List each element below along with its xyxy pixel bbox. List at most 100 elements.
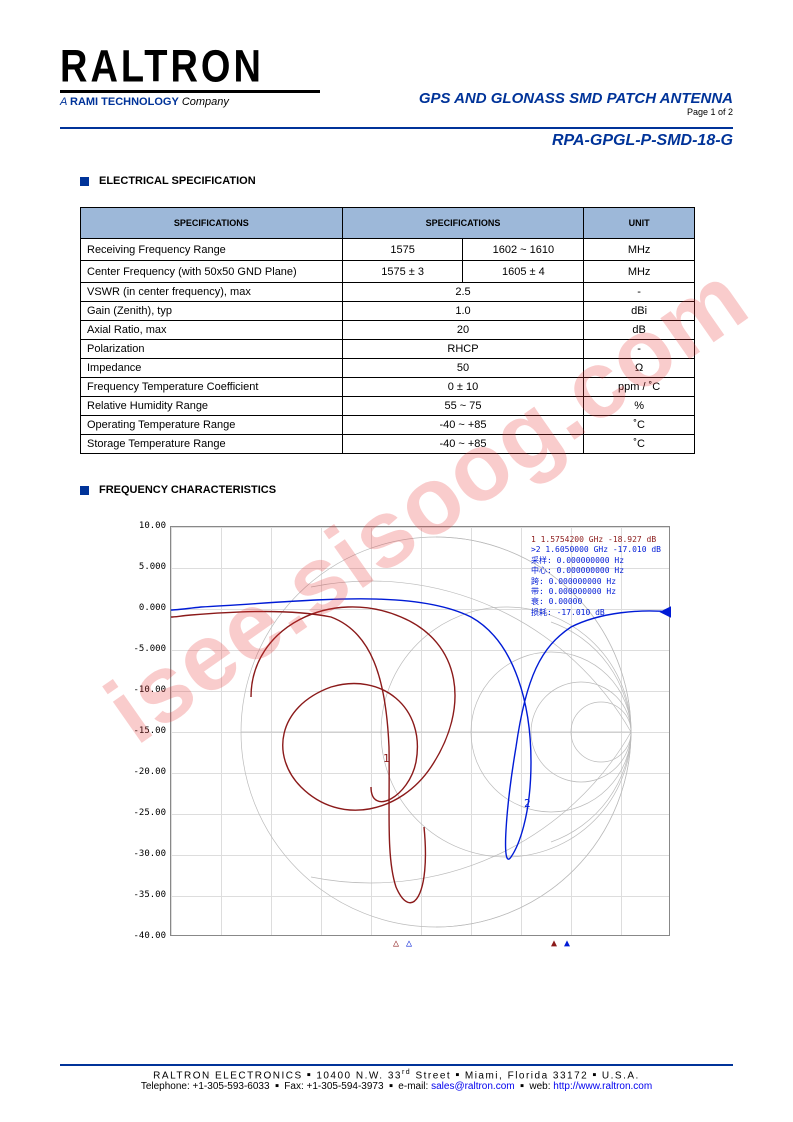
marker-1a: △ (393, 938, 399, 949)
legend-1: 1 1.5754200 GHz -18.927 dB (531, 535, 661, 545)
table-row: Gain (Zenith), typ1.0dBi (81, 302, 695, 321)
spec-label: Frequency Temperature Coefficient (81, 378, 343, 397)
trace-2: 2 (171, 599, 671, 859)
spec-unit: MHz (584, 261, 695, 283)
spec-header-0: SPECIFICATIONS (81, 208, 343, 239)
spec-value-1: 1575 ± 3 (342, 261, 463, 283)
table-row: Impedance50Ω (81, 359, 695, 378)
spec-table-body: Receiving Frequency Range15751602 ~ 1610… (81, 239, 695, 454)
table-row: Storage Temperature Range-40 ~ +85˚C (81, 435, 695, 454)
spec-label: Axial Ratio, max (81, 321, 343, 340)
footer-addr2: Street (411, 1070, 451, 1081)
spec-unit: dB (584, 321, 695, 340)
legend-meta5: 衰: 0.00000 (531, 597, 661, 607)
footer-line1: RALTRON ELECTRONICS ■ 10400 N.W. 33rd St… (60, 1064, 733, 1081)
marker-1b: △ (406, 938, 412, 949)
header: RALTRON A RAMI TECHNOLOGY Company GPS AN… (60, 50, 733, 117)
svg-text:1: 1 (383, 752, 390, 765)
ytick-label: -10.00 (120, 685, 166, 695)
spec-label: Impedance (81, 359, 343, 378)
svg-text:2: 2 (524, 797, 531, 810)
ytick-label: 10.00 (120, 521, 166, 531)
chart-legend: 1 1.5754200 GHz -18.927 dB >2 1.6050000 … (531, 535, 661, 618)
spec-label: Polarization (81, 340, 343, 359)
section-electrical-label: ELECTRICAL SPECIFICATION (99, 175, 256, 187)
fax: +1-305-594-3973 (307, 1081, 384, 1092)
tagline-suffix: Company (179, 96, 229, 108)
spec-label: Relative Humidity Range (81, 397, 343, 416)
sep-icon: ■ (275, 1083, 279, 1089)
footer-line2: Telephone: +1-305-593-6033 ■ Fax: +1-305… (60, 1081, 733, 1092)
trace-1: 1 (171, 607, 455, 903)
doc-title: GPS AND GLONASS SMD PATCH ANTENNA (419, 90, 733, 107)
spec-header-1: SPECIFICATIONS (342, 208, 584, 239)
ytick-label: -15.00 (120, 726, 166, 736)
spec-value: 55 ~ 75 (342, 397, 584, 416)
spec-unit: dBi (584, 302, 695, 321)
marker-2b: ▲ (564, 938, 570, 949)
tel: +1-305-593-6033 (193, 1081, 270, 1092)
spec-header-2: UNIT (584, 208, 695, 239)
legend-meta4: 带: 0.000000000 Hz (531, 587, 661, 597)
spec-unit: ˚C (584, 435, 695, 454)
chart: 10.005.0000.000-5.000-10.00-15.00-20.00-… (120, 516, 680, 956)
table-row: Operating Temperature Range-40 ~ +85˚C (81, 416, 695, 435)
legend-meta1: 采样: 0.000000000 Hz (531, 556, 661, 566)
spec-label: Receiving Frequency Range (81, 239, 343, 261)
web-label: web: (529, 1081, 553, 1092)
spec-unit: ˚C (584, 416, 695, 435)
bullet-icon (80, 486, 89, 495)
table-row: Axial Ratio, max20dB (81, 321, 695, 340)
sep-icon: ■ (593, 1072, 598, 1078)
footer-country: U.S.A. (602, 1070, 640, 1081)
ytick-label: -35.00 (120, 890, 166, 900)
table-row: Frequency Temperature Coefficient0 ± 10p… (81, 378, 695, 397)
legend-2: >2 1.6050000 GHz -17.010 dB (531, 545, 661, 555)
logo-tagline: A RAMI TECHNOLOGY Company (60, 96, 320, 108)
email-link[interactable]: sales@raltron.com (431, 1081, 515, 1092)
spec-value-1: 1575 (342, 239, 463, 261)
spec-value: -40 ~ +85 (342, 416, 584, 435)
spec-value: -40 ~ +85 (342, 435, 584, 454)
spec-value-2: 1602 ~ 1610 (463, 239, 584, 261)
table-row: PolarizationRHCP- (81, 340, 695, 359)
ytick-label: -30.00 (120, 849, 166, 859)
spec-label: VSWR (in center frequency), max (81, 283, 343, 302)
logo-text: RALTRON (60, 47, 320, 88)
sep-icon: ■ (307, 1072, 312, 1078)
tagline-prefix: A (60, 96, 70, 108)
sep-icon: ■ (389, 1083, 393, 1089)
bullet-icon (80, 177, 89, 186)
spec-label: Storage Temperature Range (81, 435, 343, 454)
web-link[interactable]: http://www.raltron.com (553, 1081, 652, 1092)
footer: RALTRON ELECTRONICS ■ 10400 N.W. 33rd St… (60, 1064, 733, 1092)
spec-unit: - (584, 340, 695, 359)
spec-value: 2.5 (342, 283, 584, 302)
spec-value-2: 1605 ± 4 (463, 261, 584, 283)
spec-unit: Ω (584, 359, 695, 378)
section-freq: FREQUENCY CHARACTERISTICS (80, 484, 733, 496)
logo-block: RALTRON A RAMI TECHNOLOGY Company (60, 50, 320, 108)
spec-label: Operating Temperature Range (81, 416, 343, 435)
ytick-label: -25.00 (120, 808, 166, 818)
table-row: Receiving Frequency Range15751602 ~ 1610… (81, 239, 695, 261)
ytick-label: -40.00 (120, 931, 166, 941)
spec-value: 50 (342, 359, 584, 378)
spec-unit: MHz (584, 239, 695, 261)
table-row: VSWR (in center frequency), max2.5- (81, 283, 695, 302)
tagline-brand: RAMI TECHNOLOGY (70, 96, 179, 108)
spec-value: 1.0 (342, 302, 584, 321)
spec-label: Center Frequency (with 50x50 GND Plane) (81, 261, 343, 283)
legend-meta2: 中心: 0.000000000 Hz (531, 566, 661, 576)
legend-meta6: 损耗: -17.010 dB (531, 608, 661, 618)
email-label: e-mail: (398, 1081, 431, 1092)
marker-2a: ▲ (551, 938, 557, 949)
footer-city: Miami, Florida 33172 (465, 1070, 588, 1081)
spec-unit: - (584, 283, 695, 302)
section-electrical: ELECTRICAL SPECIFICATION (80, 175, 733, 187)
footer-addr-sup: rd (402, 1069, 411, 1076)
spec-label: Gain (Zenith), typ (81, 302, 343, 321)
spec-table-head: SPECIFICATIONS SPECIFICATIONS UNIT (81, 208, 695, 239)
title-block: GPS AND GLONASS SMD PATCH ANTENNA Page 1… (419, 50, 733, 117)
ytick-label: -20.00 (120, 767, 166, 777)
